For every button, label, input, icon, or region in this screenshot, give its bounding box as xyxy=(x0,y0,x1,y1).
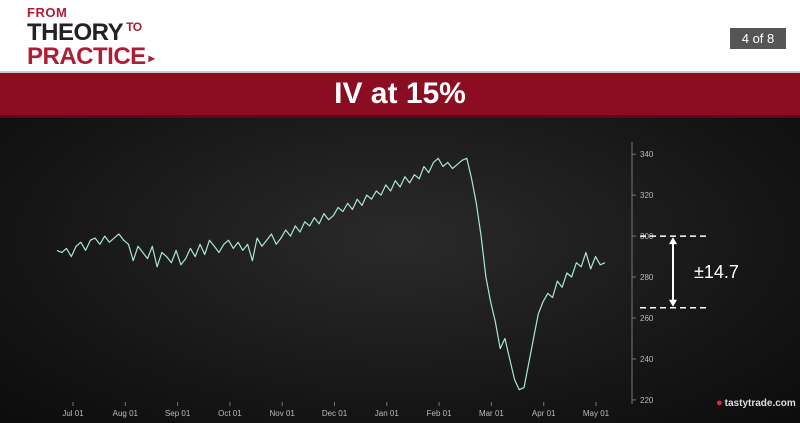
top-header: FROM THEORY TO PRACTICE ▸ 4 of 8 xyxy=(0,0,800,73)
x-tick-label: Apr 01 xyxy=(532,409,556,418)
price-series-line xyxy=(56,157,606,391)
x-tick-label: Jul 01 xyxy=(62,409,84,418)
y-axis: 220 240 260 280 300 320 340 xyxy=(631,142,654,405)
arrow-up-head xyxy=(669,237,677,245)
from-theory-to-practice-logo: FROM THEORY TO PRACTICE ▸ xyxy=(27,5,197,70)
y-tick-label: 300 xyxy=(640,232,654,241)
x-tick-label: Jan 01 xyxy=(375,409,400,418)
slide-title: IV at 15% xyxy=(334,77,466,110)
logo-to-text: TO xyxy=(126,20,142,34)
cherry-icon: ● xyxy=(716,397,723,409)
y-tick-label: 240 xyxy=(640,355,654,364)
logo-line-practice: PRACTICE ▸ xyxy=(27,43,155,71)
y-tick-label: 280 xyxy=(640,273,654,282)
slide-page-indicator: 4 of 8 xyxy=(730,28,786,49)
brand-name: tastytrade.com xyxy=(724,398,796,409)
arrow-down-head xyxy=(669,299,677,307)
x-tick-label: Aug 01 xyxy=(113,409,139,418)
iv-range-label: ±14.7 xyxy=(694,262,739,282)
logo-theory-text: THEORY xyxy=(27,19,124,46)
tastytrade-brand: ● tastytrade.com xyxy=(716,397,796,409)
play-arrow-icon: ▸ xyxy=(148,50,155,65)
x-tick-label: Mar 01 xyxy=(479,409,504,418)
x-tick-label: Feb 01 xyxy=(427,409,452,418)
y-tick-label: 220 xyxy=(640,396,654,405)
logo-line-from: FROM xyxy=(27,5,68,20)
logo-practice-text: PRACTICE xyxy=(27,43,146,70)
logo-line-theory: THEORY TO xyxy=(27,19,142,47)
x-tick-label: May 01 xyxy=(583,409,610,418)
price-line-chart: 220 240 260 280 300 320 340 Jul 01 Aug 01 Sep 01… xyxy=(56,142,739,418)
x-tick-label: Oct 01 xyxy=(218,409,242,418)
chart-background xyxy=(0,118,800,423)
title-banner: IV at 15% xyxy=(0,73,800,118)
x-tick-label: Dec 01 xyxy=(322,409,348,418)
iv-range-annotation: ±14.7 xyxy=(640,235,739,309)
x-tick-label: Nov 01 xyxy=(270,409,296,418)
x-tick-label: Sep 01 xyxy=(165,409,191,418)
x-axis: Jul 01 Aug 01 Sep 01 Oct 01 Nov 01 Dec 01 Jan … xyxy=(62,402,610,418)
y-tick-label: 260 xyxy=(640,314,654,323)
y-tick-label: 340 xyxy=(640,150,654,159)
y-tick-label: 320 xyxy=(640,191,654,200)
